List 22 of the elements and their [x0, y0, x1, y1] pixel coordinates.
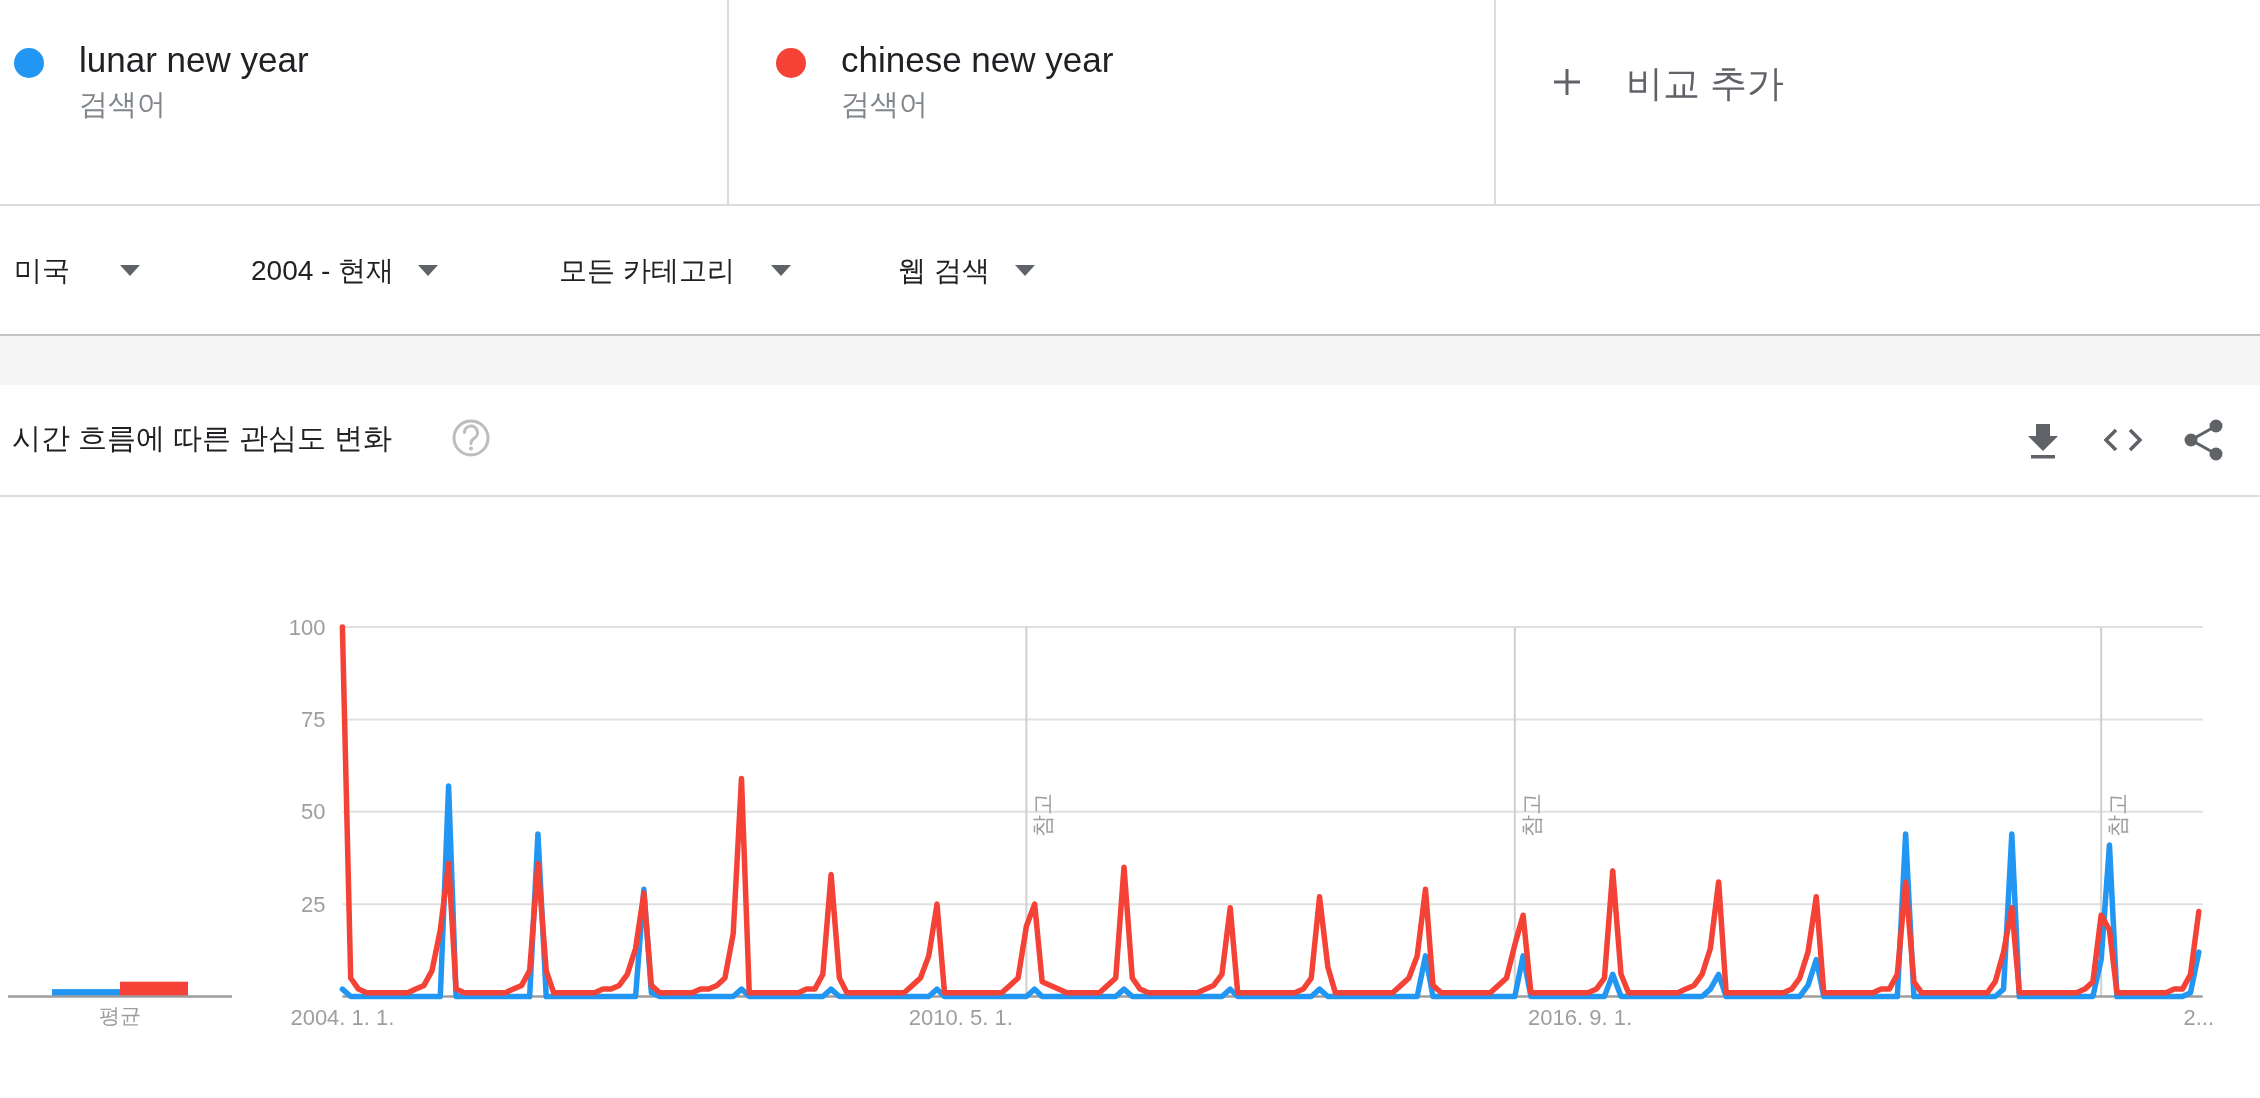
- text: 웹 검색: [898, 255, 990, 286]
- text: 모든 카테고리: [559, 255, 735, 286]
- x-tick-label: 2016. 9. 1.: [1528, 1004, 1633, 1030]
- chart-title: 시간 흐름에 따른 관심도 변화: [12, 422, 393, 454]
- text: 비교 추가: [1626, 63, 1785, 104]
- text: 미국: [14, 255, 70, 286]
- ref-line-label: 참고: [1030, 793, 1056, 837]
- x-tick-label: 평균: [99, 1003, 141, 1027]
- y-tick-label: 75: [300, 707, 326, 733]
- text: 검색어: [79, 88, 166, 120]
- ref-line-label: 참고: [2105, 793, 2131, 837]
- y-tick-label: 100: [288, 614, 326, 640]
- x-tick-label: 2004. 1. 1.: [290, 1004, 395, 1030]
- legend-label: chinese new year: [841, 40, 1114, 79]
- y-tick-label: 25: [300, 891, 326, 917]
- text: 2004 - 현재: [251, 255, 395, 286]
- legend-label: lunar new year: [79, 40, 309, 79]
- x-tick-label: 2...: [2183, 1004, 2215, 1030]
- y-tick-label: 50: [300, 799, 326, 825]
- ref-line-label: 참고: [1518, 793, 1544, 837]
- text: 검색어: [841, 88, 928, 120]
- x-tick-label: 2010. 5. 1.: [908, 1004, 1013, 1030]
